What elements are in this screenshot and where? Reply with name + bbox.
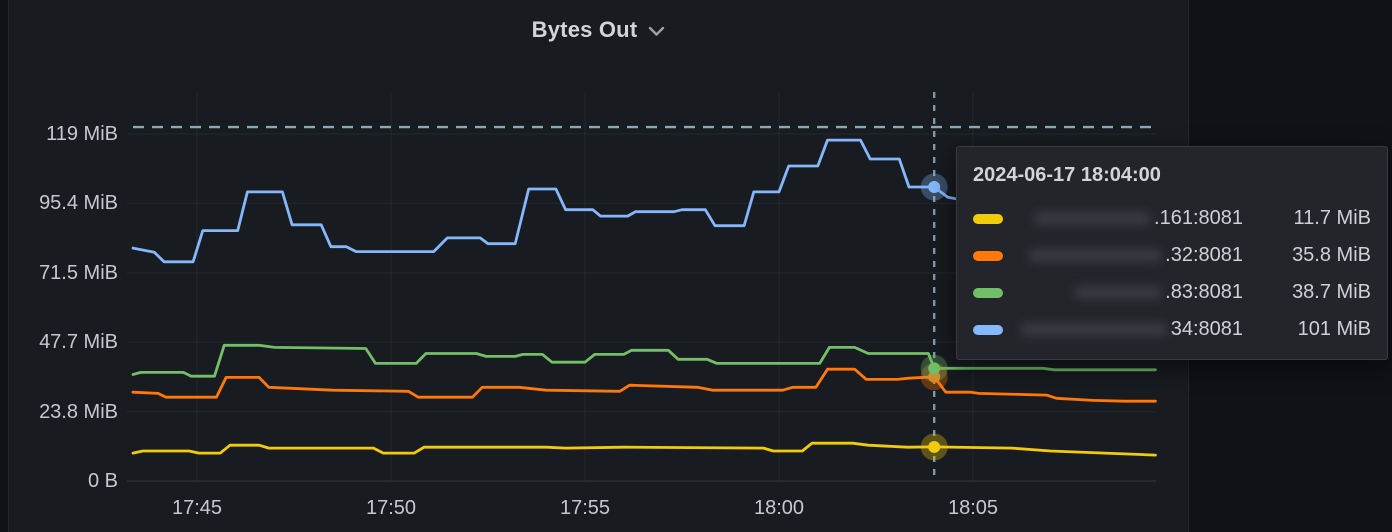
series-line-838081 bbox=[131, 343, 1157, 378]
x-axis-tick-label: 17:50 bbox=[365, 497, 417, 519]
tooltip-series-value: 38.7 MiB bbox=[1292, 281, 1371, 303]
series-line-1618081 bbox=[131, 441, 1157, 457]
hover-point bbox=[928, 362, 941, 375]
tooltip-series-label: .83:8081 bbox=[1015, 281, 1243, 304]
chevron-down-icon[interactable] bbox=[648, 26, 665, 37]
hover-point bbox=[928, 370, 941, 383]
panel-title[interactable]: Bytes Out bbox=[531, 17, 638, 42]
tooltip-series-label: .32:8081 bbox=[1015, 244, 1243, 267]
x-axis-tick-label: 17:55 bbox=[559, 497, 611, 519]
y-axis-tick-label: 71.5 MiB bbox=[39, 261, 118, 284]
hover-point bbox=[928, 180, 941, 193]
tooltip-series-label-text: .83:8081 bbox=[1165, 281, 1243, 303]
tooltip-row: .161:8081 11.7 MiB bbox=[973, 200, 1371, 237]
chart-tooltip: 2024-06-17 18:04:00 .161:8081 11.7 MiB .32… bbox=[956, 146, 1388, 360]
y-axis-tick-label: 0 B bbox=[87, 470, 118, 492]
panel-header-menu[interactable]: Bytes Out bbox=[8, 12, 1189, 48]
redacted-label-blur bbox=[1074, 286, 1163, 299]
series-line-348081 bbox=[131, 138, 965, 264]
y-axis-tick-label: 23.8 MiB bbox=[39, 400, 118, 423]
series-color-swatch bbox=[973, 213, 1003, 224]
tooltip-series-label-text: .32:8081 bbox=[1165, 244, 1243, 266]
tooltip-row: .32:8081 35.8 MiB bbox=[973, 237, 1371, 274]
tooltip-series-label-text: 34:8081 bbox=[1170, 318, 1243, 340]
x-axis-tick-label: 17:45 bbox=[171, 497, 223, 519]
y-axis-tick-label: 119 MiB bbox=[46, 123, 118, 145]
series-line-328081 bbox=[131, 367, 1157, 403]
series-color-swatch bbox=[973, 324, 1003, 335]
x-axis-tick-label: 18:00 bbox=[753, 497, 805, 519]
redacted-label-blur bbox=[1033, 212, 1152, 225]
redacted-label-blur bbox=[1028, 249, 1163, 262]
series-color-swatch bbox=[973, 287, 1003, 298]
y-axis-tick-label: 47.7 MiB bbox=[39, 331, 118, 354]
x-axis-tick-label: 18:05 bbox=[947, 497, 999, 519]
tooltip-series-value: 101 MiB bbox=[1297, 318, 1371, 340]
hover-point bbox=[928, 440, 941, 453]
tooltip-series-value: 11.7 MiB bbox=[1293, 207, 1371, 229]
tooltip-timestamp: 2024-06-17 18:04:00 bbox=[973, 164, 1161, 186]
tooltip-series-label: 34:8081 bbox=[1015, 318, 1243, 341]
redacted-label-blur bbox=[1019, 323, 1168, 336]
y-axis-tick-label: 95.4 MiB bbox=[39, 192, 118, 215]
tooltip-row: 34:8081 101 MiB bbox=[973, 311, 1371, 348]
tooltip-series-label: .161:8081 bbox=[1015, 207, 1243, 230]
tooltip-row: .83:8081 38.7 MiB bbox=[973, 274, 1371, 311]
series-color-swatch bbox=[973, 250, 1003, 261]
tooltip-series-list: .161:8081 11.7 MiB .32:8081 35.8 MiB .83:808… bbox=[973, 200, 1371, 348]
tooltip-series-value: 35.8 MiB bbox=[1292, 244, 1371, 266]
tooltip-series-label-text: .161:8081 bbox=[1154, 207, 1243, 229]
